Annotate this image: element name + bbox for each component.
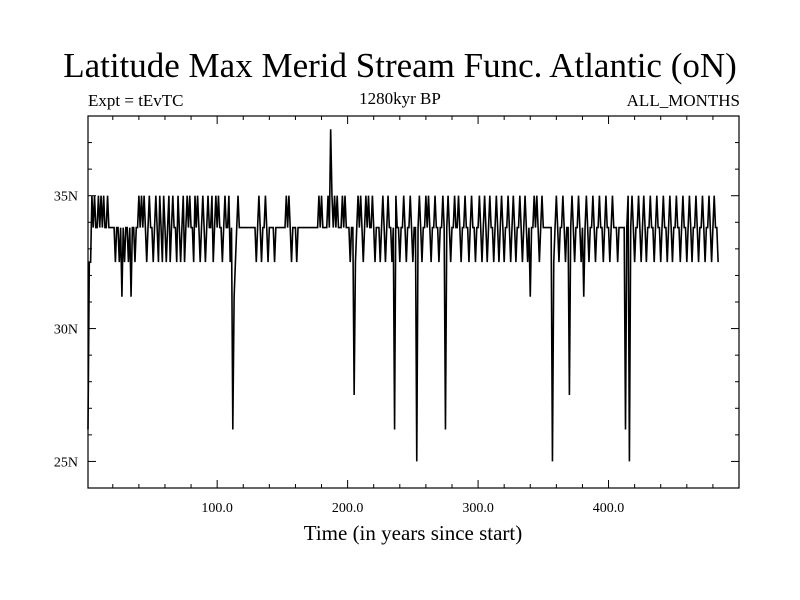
y-tick-label: 30N [54,323,78,338]
experiment-label: Expt = tEvTC [88,91,184,110]
x-tick-label: 100.0 [201,501,233,516]
x-axis-label: Time (in years since start) [304,521,523,545]
plot-frame [87,115,740,489]
months-label: ALL_MONTHS [626,91,740,110]
tick-labels: 100.0 200.0 300.0 400.0 25N 30N 35N [54,190,624,516]
period-label: 1280kyr BP [359,89,441,108]
y-tick-label: 35N [54,190,78,205]
axis-ticks [88,115,739,489]
series-line [87,129,719,462]
x-tick-label: 300.0 [462,501,494,516]
y-tick-label: 25N [54,455,78,470]
chart-title: Latitude Max Merid Stream Func. Atlantic… [63,46,737,85]
x-tick-label: 200.0 [332,501,364,516]
x-tick-label: 400.0 [593,501,625,516]
